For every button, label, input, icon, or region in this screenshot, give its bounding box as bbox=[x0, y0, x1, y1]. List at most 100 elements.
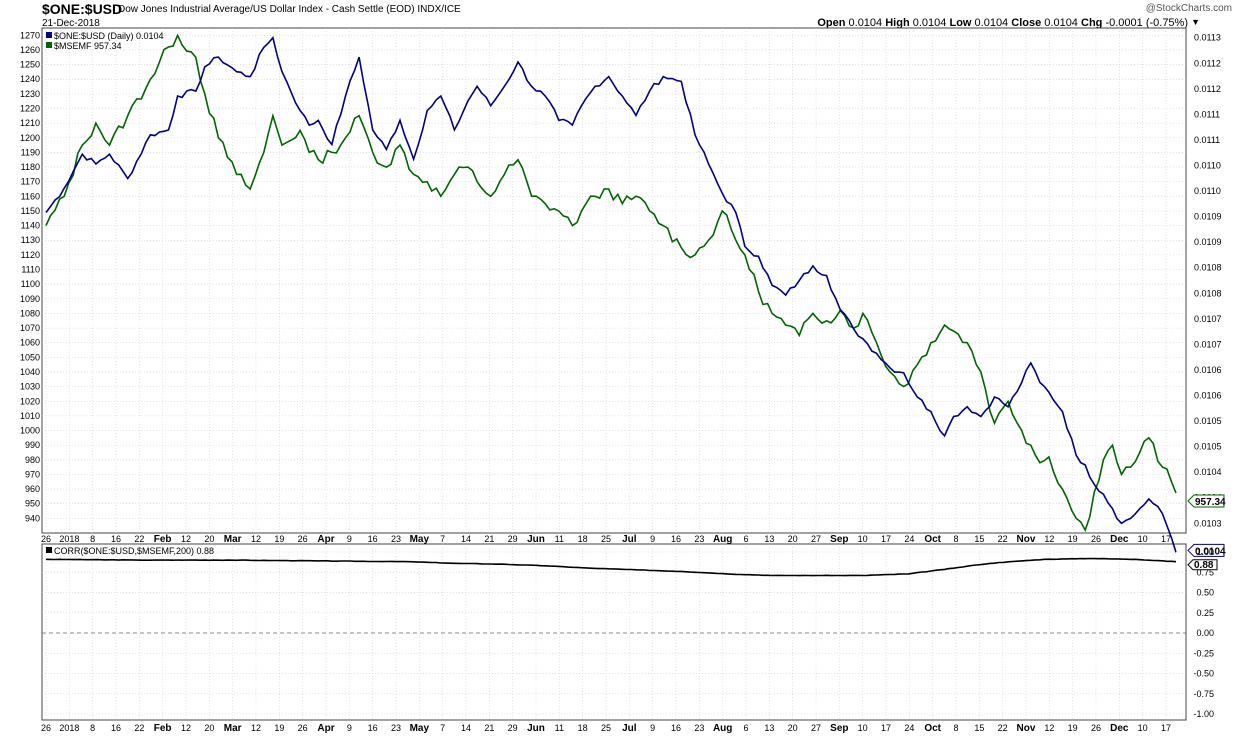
x-tick-label: 12 bbox=[181, 723, 191, 733]
high-value: 0.0104 bbox=[912, 17, 947, 29]
x-tick-label: Mar bbox=[224, 534, 242, 545]
x-tick-label: Oct bbox=[924, 723, 941, 734]
x-tick-label: 6 bbox=[743, 723, 748, 733]
corr-tick-label: -0.25 bbox=[1193, 648, 1214, 658]
close-value: 0.0104 bbox=[1044, 17, 1078, 29]
x-tick-label: 16 bbox=[368, 534, 378, 544]
triangle-down-icon[interactable]: ▼ bbox=[1191, 17, 1200, 27]
series-line-one-usd bbox=[45, 36, 1177, 553]
x-tick-label: Jul bbox=[622, 534, 637, 545]
left-tick-label: 1170 bbox=[21, 177, 40, 187]
x-tick-label: 26 bbox=[1091, 534, 1101, 544]
left-tick-label: 1190 bbox=[21, 147, 40, 157]
left-tick-label: 950 bbox=[25, 499, 40, 509]
left-tick-label: 1150 bbox=[21, 206, 40, 216]
legend-one-usd: $ONE:$USD (Daily) 0.0104 bbox=[54, 31, 164, 41]
x-tick-label: 9 bbox=[650, 723, 655, 733]
x-tick-label: 26 bbox=[298, 723, 308, 733]
low-value: 0.0104 bbox=[974, 17, 1009, 29]
chg-label: Chg bbox=[1081, 17, 1103, 29]
left-tick-label: 1060 bbox=[20, 338, 40, 348]
x-tick-label: 26 bbox=[1091, 723, 1101, 733]
right-tick-label: 0.0111 bbox=[1194, 109, 1220, 119]
x-tick-label: Feb bbox=[154, 723, 172, 734]
x-tick-label: Jun bbox=[527, 723, 545, 734]
x-tick-label: 23 bbox=[694, 534, 704, 544]
last-value-msemf: 957.34 bbox=[1195, 497, 1226, 508]
corr-tick-label: 0.50 bbox=[1196, 588, 1214, 598]
x-tick-label: Sep bbox=[830, 723, 848, 734]
x-tick-label: 16 bbox=[111, 534, 121, 544]
left-tick-label: 1070 bbox=[20, 323, 40, 333]
x-tick-label: Nov bbox=[1017, 534, 1036, 545]
symbol-description: Dow Jones Industrial Average/US Dollar I… bbox=[118, 4, 461, 15]
x-tick-label: Jun bbox=[527, 534, 545, 545]
x-tick-label: 14 bbox=[461, 534, 471, 544]
x-tick-label: May bbox=[410, 534, 430, 545]
low-label: Low bbox=[949, 17, 972, 29]
right-tick-label: 0.0108 bbox=[1194, 288, 1222, 298]
x-tick-label: 19 bbox=[274, 723, 284, 733]
x-tick-label: 27 bbox=[811, 723, 821, 733]
right-tick-label: 0.0109 bbox=[1194, 237, 1222, 247]
corr-tick-label: 0.25 bbox=[1196, 608, 1214, 618]
legend-swatch-corr bbox=[46, 547, 52, 553]
last-value-corr: 0.88 bbox=[1194, 560, 1214, 571]
x-tick-label: 7 bbox=[440, 534, 445, 544]
left-tick-label: 1100 bbox=[21, 279, 40, 289]
x-tick-label: Dec bbox=[1110, 534, 1129, 545]
symbol-title[interactable]: $ONE:$USD bbox=[42, 1, 123, 17]
series-line-msemf bbox=[45, 33, 1177, 533]
x-tick-label: 12 bbox=[181, 534, 191, 544]
last-value-one-usd-box bbox=[1187, 543, 1225, 557]
x-tick-label: 9 bbox=[347, 723, 352, 733]
right-tick-label: 0.0110 bbox=[1194, 160, 1221, 170]
x-tick-label: 11 bbox=[555, 723, 564, 733]
right-tick-label: 0.0112 bbox=[1194, 58, 1221, 68]
left-tick-label: 1270 bbox=[20, 30, 40, 40]
x-tick-label: 26 bbox=[41, 723, 51, 733]
left-tick-label: 1080 bbox=[20, 308, 40, 318]
right-tick-label: 0.0105 bbox=[1194, 442, 1222, 452]
x-tick-label: Jul bbox=[622, 723, 637, 734]
x-tick-label: 29 bbox=[508, 723, 518, 733]
corr-tick-label: 0.75 bbox=[1196, 567, 1214, 577]
x-tick-label: 10 bbox=[1138, 534, 1148, 544]
right-tick-label: 0.0110 bbox=[1194, 186, 1221, 196]
left-tick-label: 1030 bbox=[20, 382, 40, 392]
x-tick-label: 19 bbox=[1068, 534, 1078, 544]
corr-tick-label: 0.00 bbox=[1196, 628, 1214, 638]
x-tick-label: 6 bbox=[743, 534, 748, 544]
x-tick-label: 13 bbox=[764, 723, 774, 733]
x-tick-label: 22 bbox=[998, 723, 1008, 733]
left-tick-label: 1260 bbox=[20, 45, 40, 55]
right-tick-label: 0.0107 bbox=[1194, 339, 1222, 349]
left-tick-label: 1130 bbox=[21, 235, 40, 245]
x-tick-label: Nov bbox=[1017, 723, 1036, 734]
right-tick-label: 0.0113 bbox=[1194, 33, 1221, 43]
left-tick-label: 940 bbox=[25, 513, 40, 523]
x-tick-label: Aug bbox=[713, 534, 732, 545]
x-tick-label: 16 bbox=[368, 723, 378, 733]
right-tick-label: 0.0106 bbox=[1194, 391, 1222, 401]
right-tick-label: 0.0112 bbox=[1194, 84, 1221, 94]
high-label: High bbox=[885, 17, 910, 29]
x-tick-label: Mar bbox=[224, 723, 242, 734]
x-tick-label: 20 bbox=[788, 534, 798, 544]
x-tick-label: 23 bbox=[391, 723, 401, 733]
x-tick-label: 23 bbox=[391, 534, 401, 544]
x-tick-label: 12 bbox=[251, 534, 261, 544]
left-tick-label: 990 bbox=[25, 440, 40, 450]
chart-date: 21-Dec-2018 bbox=[42, 18, 100, 29]
x-tick-label: 17 bbox=[1161, 723, 1171, 733]
corr-tick-label: -0.75 bbox=[1193, 689, 1214, 699]
left-tick-label: 1140 bbox=[21, 221, 40, 231]
x-tick-label: Dec bbox=[1110, 723, 1129, 734]
x-tick-label: May bbox=[410, 723, 430, 734]
open-value: 0.0104 bbox=[848, 17, 883, 29]
x-tick-label: 9 bbox=[347, 534, 352, 544]
x-tick-label: 8 bbox=[90, 723, 95, 733]
left-tick-label: 1090 bbox=[20, 294, 40, 304]
x-tick-label: 25 bbox=[601, 723, 611, 733]
x-tick-label: 17 bbox=[1161, 534, 1171, 544]
